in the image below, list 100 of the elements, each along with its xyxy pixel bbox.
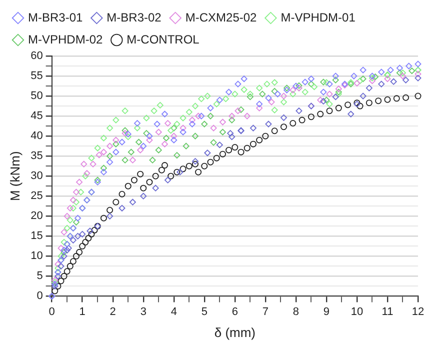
point [106,142,114,150]
point [170,124,178,132]
point [356,78,364,84]
point [396,64,403,72]
point [238,106,244,113]
point [323,96,330,104]
point [100,164,107,172]
point [326,100,333,108]
point [201,120,208,128]
point [360,92,366,100]
x-axis-title: δ (mm) [214,324,256,340]
point [72,198,80,206]
point [164,120,172,127]
point [54,264,62,272]
point [90,160,96,168]
point [134,120,141,127]
point [268,98,275,106]
point [74,214,82,222]
point [219,118,226,126]
point [348,110,354,118]
point [320,88,327,96]
point [94,144,101,152]
point [204,92,211,100]
legend-label: M-CONTROL [126,32,200,46]
point [271,79,278,86]
x-tick-label: 4 [170,306,177,318]
point [320,98,327,104]
point [198,96,205,102]
point [406,62,412,70]
point [290,86,296,94]
point [320,78,327,86]
y-tick-label: 45 [30,110,43,122]
point [332,76,339,84]
point [66,204,74,212]
point [70,236,76,244]
point [256,104,263,112]
point [88,154,95,162]
point [134,124,141,132]
point [290,90,296,98]
x-tick-label: 11 [382,306,394,318]
point [296,108,302,114]
point [112,140,120,148]
point [396,70,403,76]
point [360,76,366,82]
point [180,114,186,122]
y-tick-label: 50 [30,90,43,102]
point [402,76,410,84]
point [122,127,128,134]
x-tick-label: 0 [48,306,55,318]
point [54,272,62,280]
point [150,108,158,114]
point [332,72,339,80]
x-tick-label: 10 [350,306,364,318]
y-axis-title: M (kNm) [7,151,22,202]
point [118,204,126,212]
point [372,74,379,80]
legend-label: M-VPHDM-02 [28,32,103,46]
point [129,198,136,206]
point [222,96,230,102]
point [174,120,180,128]
point [378,80,385,88]
point [124,134,132,140]
point [271,88,278,94]
point [280,92,287,100]
point [271,106,278,114]
x-tick-label: 7 [262,306,268,318]
point [188,116,196,124]
x-tick-label: 3 [140,306,146,318]
point [399,70,406,76]
point [58,252,64,260]
point [170,132,178,140]
point [72,218,80,226]
point [146,136,153,144]
point [292,82,300,90]
point [192,132,198,140]
point [168,127,174,134]
point [302,78,308,86]
point [143,130,150,137]
point [64,224,70,232]
point [360,66,366,74]
point [112,136,120,144]
point [58,262,64,270]
point [216,96,223,104]
point [326,80,333,88]
point [240,76,248,82]
y-tick-label: 25 [30,190,43,202]
point [302,88,308,96]
point [64,246,70,254]
point [264,80,270,88]
point [274,90,281,98]
point [79,230,86,238]
point [198,112,205,120]
point [174,152,180,159]
point [335,86,342,92]
legend-label: M-VPHDM-01 [280,10,356,24]
point [60,252,68,260]
point [60,228,68,236]
point [259,90,266,98]
point [354,80,360,86]
point [100,148,107,156]
